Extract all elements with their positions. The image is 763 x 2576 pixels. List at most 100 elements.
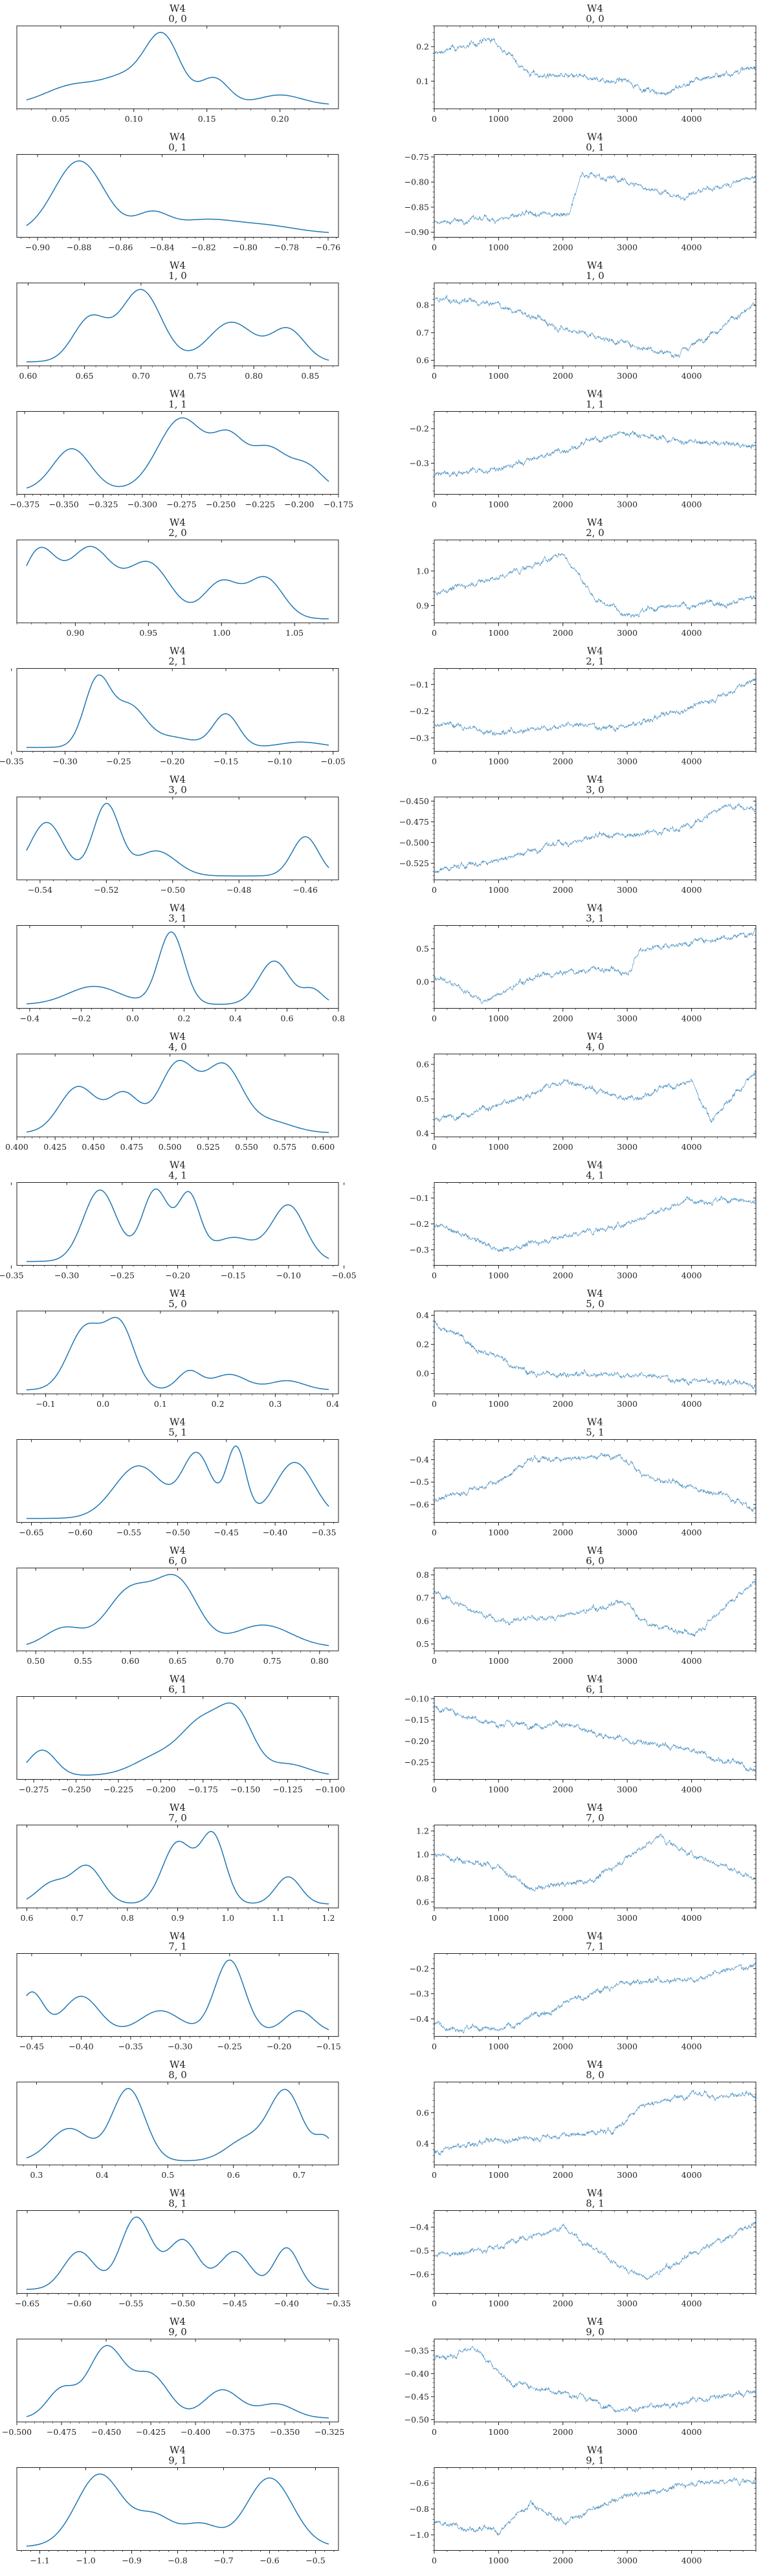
kde-xtick-label: −0.50 bbox=[160, 885, 185, 895]
kde-xtick-label: −0.200 bbox=[284, 500, 314, 510]
kde-line bbox=[26, 2088, 329, 2162]
trace-xtick-label: 2000 bbox=[553, 885, 573, 895]
trace-xtick-label: 3000 bbox=[617, 2556, 637, 2566]
trace-xtick-label: 2000 bbox=[553, 2299, 573, 2309]
kde-line bbox=[26, 1702, 329, 1776]
kde-xtick-label: −0.6 bbox=[260, 2556, 279, 2566]
trace-ytick-label: 0.1 bbox=[416, 76, 429, 86]
trace-xtick-label: 3000 bbox=[617, 1399, 637, 1409]
trace-xtick-label: 3000 bbox=[617, 1528, 637, 1538]
kde-xtick-label: −0.50 bbox=[165, 1528, 190, 1538]
kde-xtick-label: 0.10 bbox=[125, 114, 143, 124]
trace-axes-frame bbox=[434, 1696, 757, 1780]
kde-xtick-label: −0.30 bbox=[52, 757, 77, 767]
kde-title: W4 bbox=[170, 517, 186, 528]
kde-xtick-label: −0.150 bbox=[230, 1785, 260, 1795]
kde-title: W4 bbox=[170, 388, 186, 400]
trace-xtick-label: 0 bbox=[432, 757, 437, 767]
kde-xtick-label: −0.425 bbox=[136, 2427, 166, 2437]
trace-xtick-label: 4000 bbox=[681, 243, 702, 252]
trace-xtick-label: 1000 bbox=[488, 1271, 509, 1281]
kde-axes-frame bbox=[16, 1824, 339, 1909]
trace-ytick-label: 0.7 bbox=[416, 328, 429, 337]
trace-xtick-label: 0 bbox=[432, 1014, 437, 1024]
kde-line bbox=[26, 1574, 329, 1646]
trace-title: W4 bbox=[587, 1931, 603, 1942]
kde-xtick-label: −0.35 bbox=[0, 1271, 24, 1281]
trace-line bbox=[434, 2221, 757, 2281]
trace-xtick-label: 2000 bbox=[553, 1528, 573, 1538]
kde-xtick-label: −0.350 bbox=[270, 2427, 300, 2437]
kde-xtick-label: 0.3 bbox=[30, 2170, 43, 2180]
kde-xtick-label: 0.575 bbox=[273, 1142, 296, 1152]
trace-line bbox=[434, 1704, 757, 1772]
trace-ytick-label: 0.5 bbox=[416, 1094, 429, 1104]
kde-xtick-label: −0.45 bbox=[19, 2042, 44, 2052]
kde-xtick-label: 0.400 bbox=[5, 1142, 28, 1152]
trace-xtick-label: 0 bbox=[432, 243, 437, 252]
trace-xtick-label: 2000 bbox=[553, 1142, 573, 1152]
kde-axes-frame bbox=[16, 2338, 339, 2423]
trace-xtick-label: 2000 bbox=[553, 2042, 573, 2052]
kde-xtick-label: −0.125 bbox=[272, 1785, 302, 1795]
trace-xtick-label: 2000 bbox=[553, 1014, 573, 1024]
trace-line bbox=[434, 803, 757, 874]
trace-xtick-label: 2000 bbox=[553, 1656, 573, 1666]
trace-subtitle: 4, 1 bbox=[586, 1170, 604, 1182]
trace-xtick-label: 4000 bbox=[681, 1014, 702, 1024]
trace-line bbox=[434, 1580, 757, 1637]
trace-ytick-label: 0.6 bbox=[416, 1616, 429, 1626]
trace-xtick-label: 4000 bbox=[681, 2042, 702, 2052]
trace-xtick-label: 2000 bbox=[553, 1785, 573, 1795]
trace-xtick-label: 0 bbox=[432, 2042, 437, 2052]
kde-xtick-label: −1.0 bbox=[76, 2556, 95, 2566]
trace-ytick-label: −0.20 bbox=[404, 1736, 429, 1746]
trace-axes-frame bbox=[434, 1567, 757, 1652]
kde-subtitle: 5, 1 bbox=[168, 1427, 187, 1439]
trace-title: W4 bbox=[587, 1674, 603, 1685]
kde-subtitle: 2, 0 bbox=[168, 527, 187, 539]
kde-xtick-label: −0.50 bbox=[170, 2299, 195, 2309]
trace-axes-frame bbox=[434, 25, 757, 109]
kde-xtick-label: 0.95 bbox=[139, 628, 157, 638]
kde-title: W4 bbox=[170, 131, 186, 143]
trace-xtick-label: 1000 bbox=[488, 1142, 509, 1152]
trace-xtick-label: 3000 bbox=[617, 2427, 637, 2437]
kde-subtitle: 2, 1 bbox=[168, 656, 187, 667]
kde-line bbox=[26, 803, 329, 877]
kde-xtick-label: −0.300 bbox=[127, 500, 157, 510]
kde-xtick-label: −0.35 bbox=[311, 1528, 336, 1538]
kde-xtick-label: 1.0 bbox=[221, 1913, 234, 1923]
kde-xtick-label: 0.2 bbox=[177, 1014, 190, 1024]
kde-xtick-label: −0.54 bbox=[28, 885, 52, 895]
trace-title: W4 bbox=[587, 902, 603, 914]
kde-xtick-label: 1.00 bbox=[212, 628, 230, 638]
trace-subtitle: 7, 1 bbox=[586, 1941, 604, 1953]
trace-xtick-label: 0 bbox=[432, 114, 437, 124]
trace-ytick-label: −0.4 bbox=[410, 1455, 429, 1464]
trace-subtitle: 5, 0 bbox=[586, 1298, 604, 1310]
kde-line bbox=[26, 1831, 329, 1905]
kde-xtick-label: −0.225 bbox=[245, 500, 275, 510]
kde-xtick-label: −0.9 bbox=[122, 2556, 141, 2566]
kde-xtick-label: 0.6 bbox=[281, 1014, 294, 1024]
kde-line bbox=[26, 2216, 329, 2290]
trace-subtitle: 2, 1 bbox=[586, 656, 604, 667]
kde-xtick-label: −0.1 bbox=[36, 1399, 55, 1409]
kde-xtick-label: −0.52 bbox=[94, 885, 118, 895]
kde-axes-frame bbox=[16, 282, 339, 366]
trace-xtick-label: 4000 bbox=[681, 2556, 702, 2566]
trace-subtitle: 7, 0 bbox=[586, 1812, 604, 1824]
kde-xtick-label: −0.20 bbox=[160, 757, 184, 767]
trace-xtick-label: 0 bbox=[432, 1528, 437, 1538]
kde-line bbox=[26, 1445, 329, 1519]
kde-title: W4 bbox=[170, 1931, 186, 1942]
kde-subtitle: 1, 0 bbox=[168, 270, 187, 282]
trace-axes-frame bbox=[434, 2081, 757, 2166]
trace-xtick-label: 4000 bbox=[681, 1656, 702, 1666]
trace-xtick-label: 1000 bbox=[488, 1528, 509, 1538]
kde-xtick-label: −0.10 bbox=[267, 757, 292, 767]
